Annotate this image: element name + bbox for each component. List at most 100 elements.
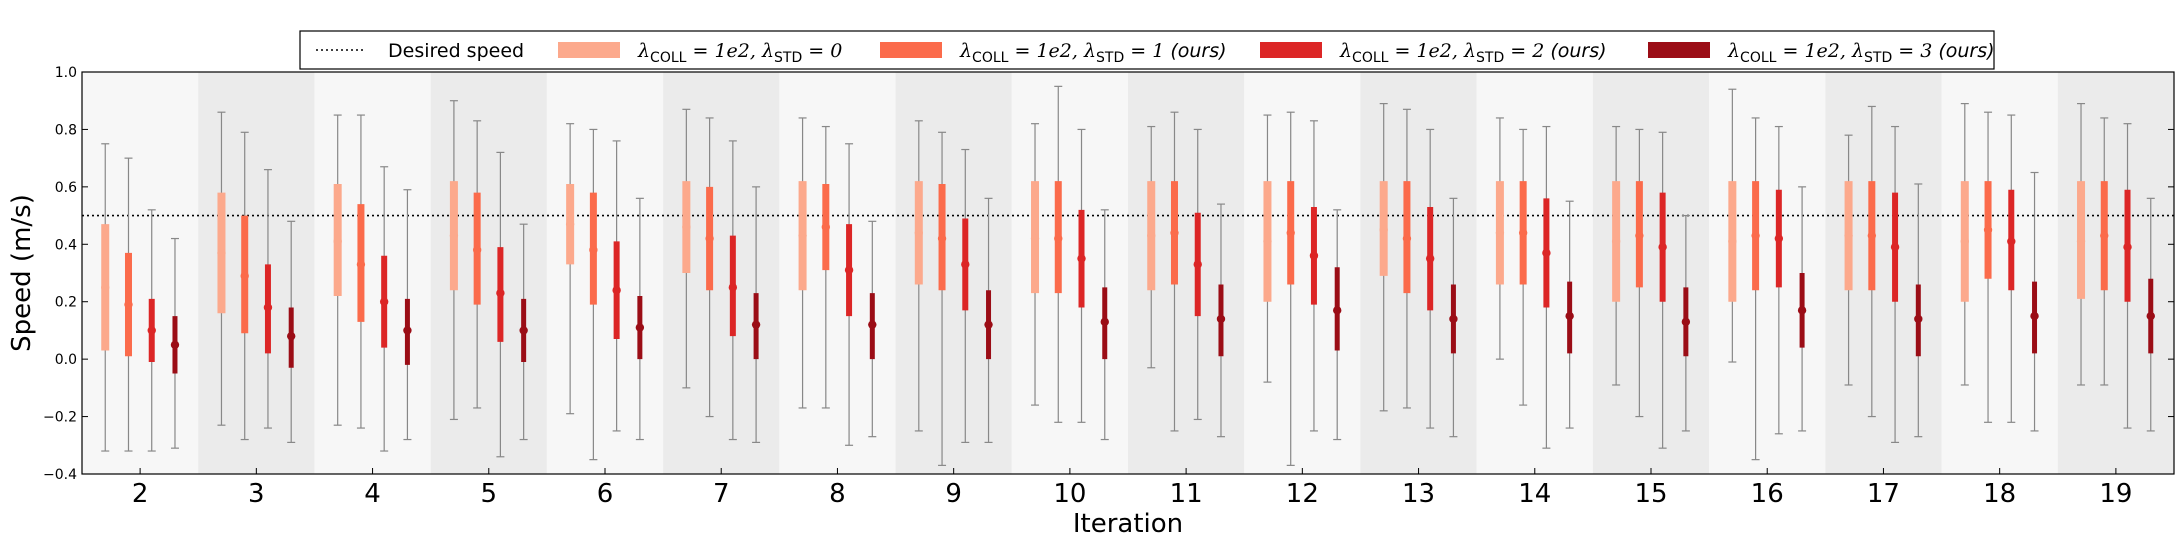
band-iteration-3 [198, 72, 315, 474]
errorbar-s2-it14 [1542, 125, 1551, 449]
errorbar-s1-it6 [589, 128, 598, 461]
errorbar-s3-it3 [287, 220, 296, 444]
mean-point [1565, 311, 1574, 321]
x-tick-label: 11 [1170, 479, 1203, 509]
band-iteration-16 [1709, 72, 1826, 474]
mean-point [728, 283, 738, 292]
band-iteration-17 [1825, 72, 1942, 474]
band-iteration-15 [1592, 72, 1710, 474]
mean-point [1914, 314, 1923, 324]
mean-point [1867, 231, 1877, 240]
errorbar-s0-it6 [565, 123, 575, 415]
x-tick-label: 6 [597, 479, 614, 509]
errorbar-s1-it12 [1286, 111, 1295, 466]
mean-point [240, 271, 249, 281]
errorbar-s3-it2 [170, 237, 180, 449]
mean-point [1495, 228, 1505, 237]
mean-point [1100, 317, 1109, 327]
x-tick-label: 8 [829, 479, 846, 509]
errorbar-s2-it6 [612, 140, 621, 432]
x-tick-label: 15 [1634, 479, 1667, 509]
errorbar-s2-it10 [1077, 128, 1086, 423]
mean-point [1542, 248, 1551, 258]
band-iteration-18 [1941, 72, 2058, 474]
errorbar-s1-it9 [937, 131, 947, 466]
x-tick-label: 2 [132, 479, 149, 509]
errorbar-s2-it12 [1309, 120, 1319, 432]
mean-point [1402, 234, 1412, 243]
errorbar-s0-it13 [1379, 102, 1388, 412]
errorbar-s3-it16 [1797, 186, 1807, 432]
errorbar-s2-it13 [1425, 128, 1435, 429]
iteration-bands [82, 72, 2174, 474]
legend-desired-label: Desired speed [388, 40, 524, 62]
mean-point [821, 222, 831, 232]
errorbar-s2-it3 [263, 169, 273, 429]
y-tick-label: 0.4 [55, 237, 77, 253]
errorbar-s1-it14 [1518, 128, 1528, 406]
band-iteration-5 [430, 72, 547, 474]
mean-point [147, 326, 156, 335]
band-iteration-13 [1360, 72, 1477, 474]
mean-point [1077, 254, 1086, 263]
mean-point [612, 286, 621, 295]
legend-swatch-s0 [558, 42, 620, 58]
errorbar-s3-it10 [1100, 209, 1109, 441]
mean-point [170, 340, 180, 349]
mean-point [1681, 317, 1691, 327]
errorbar-s1-it19 [2100, 117, 2109, 386]
band-iteration-12 [1244, 72, 1361, 474]
errorbar-s2-it9 [961, 148, 970, 444]
mean-point [1263, 237, 1272, 246]
legend-swatch-s3 [1648, 42, 1710, 58]
mean-point [1309, 251, 1319, 260]
errorbar-s0-it15 [1611, 125, 1621, 386]
errorbar-s1-it16 [1751, 117, 1760, 461]
errorbar-s3-it4 [403, 189, 412, 441]
errorbar-s3-it9 [984, 197, 993, 444]
mean-point [1333, 306, 1342, 315]
x-tick-label: 5 [481, 479, 498, 509]
band-iteration-6 [546, 72, 664, 474]
x-tick-label: 14 [1518, 479, 1551, 509]
errorbar-s3-it15 [1681, 214, 1691, 432]
mean-point [333, 237, 342, 246]
y-tick-label: −0.4 [43, 467, 77, 483]
band-iteration-8 [779, 72, 896, 474]
errorbar-s1-it2 [124, 157, 133, 452]
mean-point [287, 331, 296, 341]
errorbar-s3-it7 [751, 186, 761, 444]
x-tick-label: 9 [945, 479, 962, 509]
mean-point [472, 245, 482, 255]
mean-point [356, 260, 366, 269]
mean-point [496, 288, 505, 298]
x-tick-label: 17 [1867, 479, 1900, 509]
band-iteration-11 [1128, 72, 1245, 474]
mean-point [379, 297, 389, 306]
y-tick-label: 0.8 [55, 122, 77, 138]
errorbar-s2-it8 [844, 143, 854, 446]
mean-point [2100, 231, 2109, 240]
mean-point [101, 283, 110, 292]
x-axis-label: Iteration [1073, 509, 1183, 539]
mean-point [2030, 311, 2039, 321]
mean-point [589, 245, 598, 255]
mean-point [751, 320, 761, 329]
mean-point [635, 323, 645, 332]
mean-point [1054, 234, 1063, 243]
errorbar-s2-it16 [1774, 125, 1784, 435]
mean-point [124, 300, 133, 309]
mean-point [1147, 231, 1156, 240]
band-iteration-2 [82, 72, 199, 474]
mean-point [1425, 254, 1435, 263]
mean-point [1844, 231, 1853, 240]
errorbar-s3-it8 [868, 220, 877, 438]
mean-point [1286, 228, 1295, 237]
errorbar-s0-it2 [101, 143, 110, 452]
x-tick-label: 13 [1402, 479, 1435, 509]
mean-point [1193, 260, 1202, 269]
ticks: −0.4 −0.2 0.0 0.2 0.4 0.6 0.8 1.0 2 3 4 5 6 7 8 9 10 11 12… [43, 65, 2174, 509]
errorbar-s1-it17 [1867, 105, 1877, 418]
mean-point [682, 222, 691, 232]
mean-point [1379, 225, 1388, 235]
